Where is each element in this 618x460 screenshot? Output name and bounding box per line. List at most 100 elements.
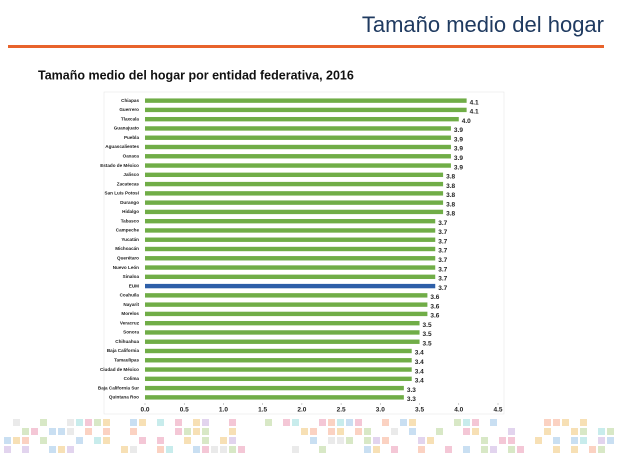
deco-square [184,437,191,444]
deco-square [472,419,479,426]
deco-square [328,428,335,435]
value-label: 3.5 [423,322,432,329]
deco-square [490,446,497,453]
deco-square [463,428,470,435]
value-label: 3.5 [423,331,432,338]
bar [145,311,428,317]
value-label: 3.7 [438,257,447,264]
bar [145,116,459,122]
bar [145,218,436,224]
deco-square [283,419,290,426]
value-label: 3.6 [430,294,439,301]
deco-square [94,437,101,444]
deco-square [229,446,236,453]
y-tick-label: Michoacán [115,246,139,251]
deco-square [67,419,74,426]
deco-square [103,419,110,426]
bar [145,358,412,363]
deco-square [94,419,101,426]
deco-square [292,446,299,453]
deco-square [13,419,20,426]
deco-square [607,437,614,444]
y-tick-label: Zacatecas [117,181,140,186]
bar [145,339,420,344]
deco-square [103,428,110,435]
deco-square [472,428,479,435]
value-label: 3.7 [438,220,447,227]
deco-square [157,437,164,444]
deco-square [328,437,335,444]
deco-square [193,446,200,453]
value-label: 3.9 [454,146,463,153]
bar [145,209,444,215]
x-tick-label: 3.5 [415,407,424,414]
deco-square [589,446,596,453]
deco-square [175,428,182,435]
value-label: 3.9 [454,164,463,171]
deco-square [76,437,83,444]
deco-square [229,428,236,435]
value-label: 3.6 [430,313,439,320]
deco-square [535,437,542,444]
deco-square [238,446,245,453]
x-tick-label: 3.0 [376,407,385,414]
y-tick-label: Coahuila [120,293,140,298]
deco-square [229,437,236,444]
deco-square [265,419,272,426]
deco-square [598,437,605,444]
x-tick-label: 1.0 [219,407,228,414]
value-label: 3.7 [438,285,447,292]
deco-square [175,419,182,426]
deco-square [436,428,443,435]
deco-square [427,437,434,444]
bar [145,274,436,280]
deco-square [211,446,218,453]
y-tick-label: Nuevo León [113,265,139,270]
deco-square [121,446,128,453]
y-tick-label: Guanajuato [114,126,139,131]
y-tick-label: Campeche [116,228,140,233]
deco-square [481,437,488,444]
deco-square [310,428,317,435]
deco-square [607,428,614,435]
deco-square [130,428,137,435]
value-label: 3.7 [438,248,447,255]
bar [145,395,404,400]
bar [145,107,467,113]
y-tick-label: EUM [129,283,139,288]
value-label: 3.4 [415,359,424,366]
bar [145,126,451,131]
deco-square [193,428,200,435]
bar [145,135,451,140]
deco-square [49,446,56,453]
deco-square [400,419,407,426]
bar [145,265,436,270]
value-label: 3.3 [407,396,416,403]
y-tick-label: Baja California Sur [98,385,139,390]
value-label: 3.7 [438,276,447,283]
deco-square [157,446,164,453]
deco-square [553,419,560,426]
bar [145,144,451,150]
deco-square [22,437,29,444]
deco-square [49,428,56,435]
deco-square [571,437,578,444]
deco-square [364,428,371,435]
value-label: 3.4 [415,350,424,357]
slide-title: Tamaño medio del hogar [362,12,604,37]
bar [145,172,444,178]
value-label: 3.8 [446,183,455,190]
bar [145,181,444,187]
deco-square [553,446,560,453]
y-tick-label: Yucatán [121,237,139,242]
deco-square [499,437,506,444]
deco-square [508,446,515,453]
y-tick-label: Tabasco [121,218,139,223]
bar [145,154,451,159]
x-tick-label: 0.5 [180,407,189,414]
bar [145,283,436,289]
deco-square [184,428,191,435]
x-tick-label: 2.0 [297,407,306,414]
y-tick-label: Morelos [121,311,139,316]
x-tick-label: 1.5 [258,407,267,414]
